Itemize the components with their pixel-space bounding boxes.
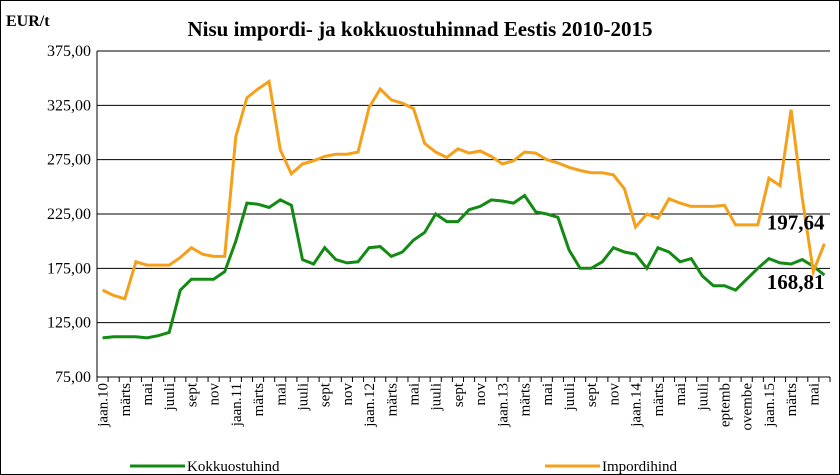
x-tick-label: jaan.13 [495, 383, 511, 428]
data-label: 168,81 [767, 270, 825, 294]
x-tick-label: märts [651, 383, 667, 416]
x-tick-label: nov [207, 383, 223, 406]
x-tick-label: juuli [295, 383, 311, 412]
line-series [101, 78, 826, 301]
x-tick-label: nov [606, 383, 622, 406]
x-tick-label: mai [407, 383, 423, 406]
x-tick-label: juuli [162, 383, 178, 412]
y-tick-label: 325,00 [47, 97, 91, 114]
x-tick-label: jaan.14 [629, 383, 645, 428]
line-series [102, 193, 826, 340]
x-tick-label: mai [673, 383, 689, 406]
x-tick-label: mai [273, 383, 289, 406]
y-tick-label: 275,00 [47, 152, 91, 169]
data-label: 197,64 [767, 211, 825, 235]
y-tick-label: 75,00 [55, 369, 91, 386]
x-tick-label: eptemb [717, 383, 733, 427]
x-tick-label: ovembe [740, 383, 756, 431]
x-tick-label: nov [473, 383, 489, 406]
y-tick-label: 125,00 [47, 315, 91, 332]
legend-label: Kokkuostuhind [187, 459, 280, 475]
legend-label: Impordihind [602, 459, 677, 475]
x-tick-label: nov [340, 383, 356, 406]
x-tick-label: mai [540, 383, 556, 406]
x-tick-label: mai [806, 383, 822, 406]
x-tick-label: juuli [429, 383, 445, 412]
chart-title: Nisu impordi- ja kokkuostuhinnad Eestis … [187, 17, 652, 41]
y-tick-label: 375,00 [47, 43, 91, 60]
y-tick-label: 175,00 [47, 260, 91, 277]
x-tick-label: märts [118, 383, 134, 416]
x-tick-label: jaan.10 [96, 383, 112, 428]
x-tick-label: märts [384, 383, 400, 416]
x-tick-label: jaan.11 [229, 383, 245, 427]
x-tick-label: sept [584, 382, 600, 407]
x-tick-label: sept [184, 382, 200, 407]
x-tick-label: märts [784, 383, 800, 416]
x-tick-label: sept [318, 382, 334, 407]
x-tick-label: jaan.12 [362, 383, 378, 428]
x-tick-label: juuli [562, 383, 578, 412]
x-tick-label: mai [140, 383, 156, 406]
x-tick-label: sept [451, 382, 467, 407]
y-tick-label: 225,00 [47, 206, 91, 223]
x-tick-label: jaan.15 [762, 383, 778, 428]
x-tick-label: märts [251, 383, 267, 416]
y-axis-label: EUR/t [6, 13, 50, 30]
x-tick-label: märts [518, 383, 534, 416]
x-tick-label: juuli [695, 383, 711, 412]
